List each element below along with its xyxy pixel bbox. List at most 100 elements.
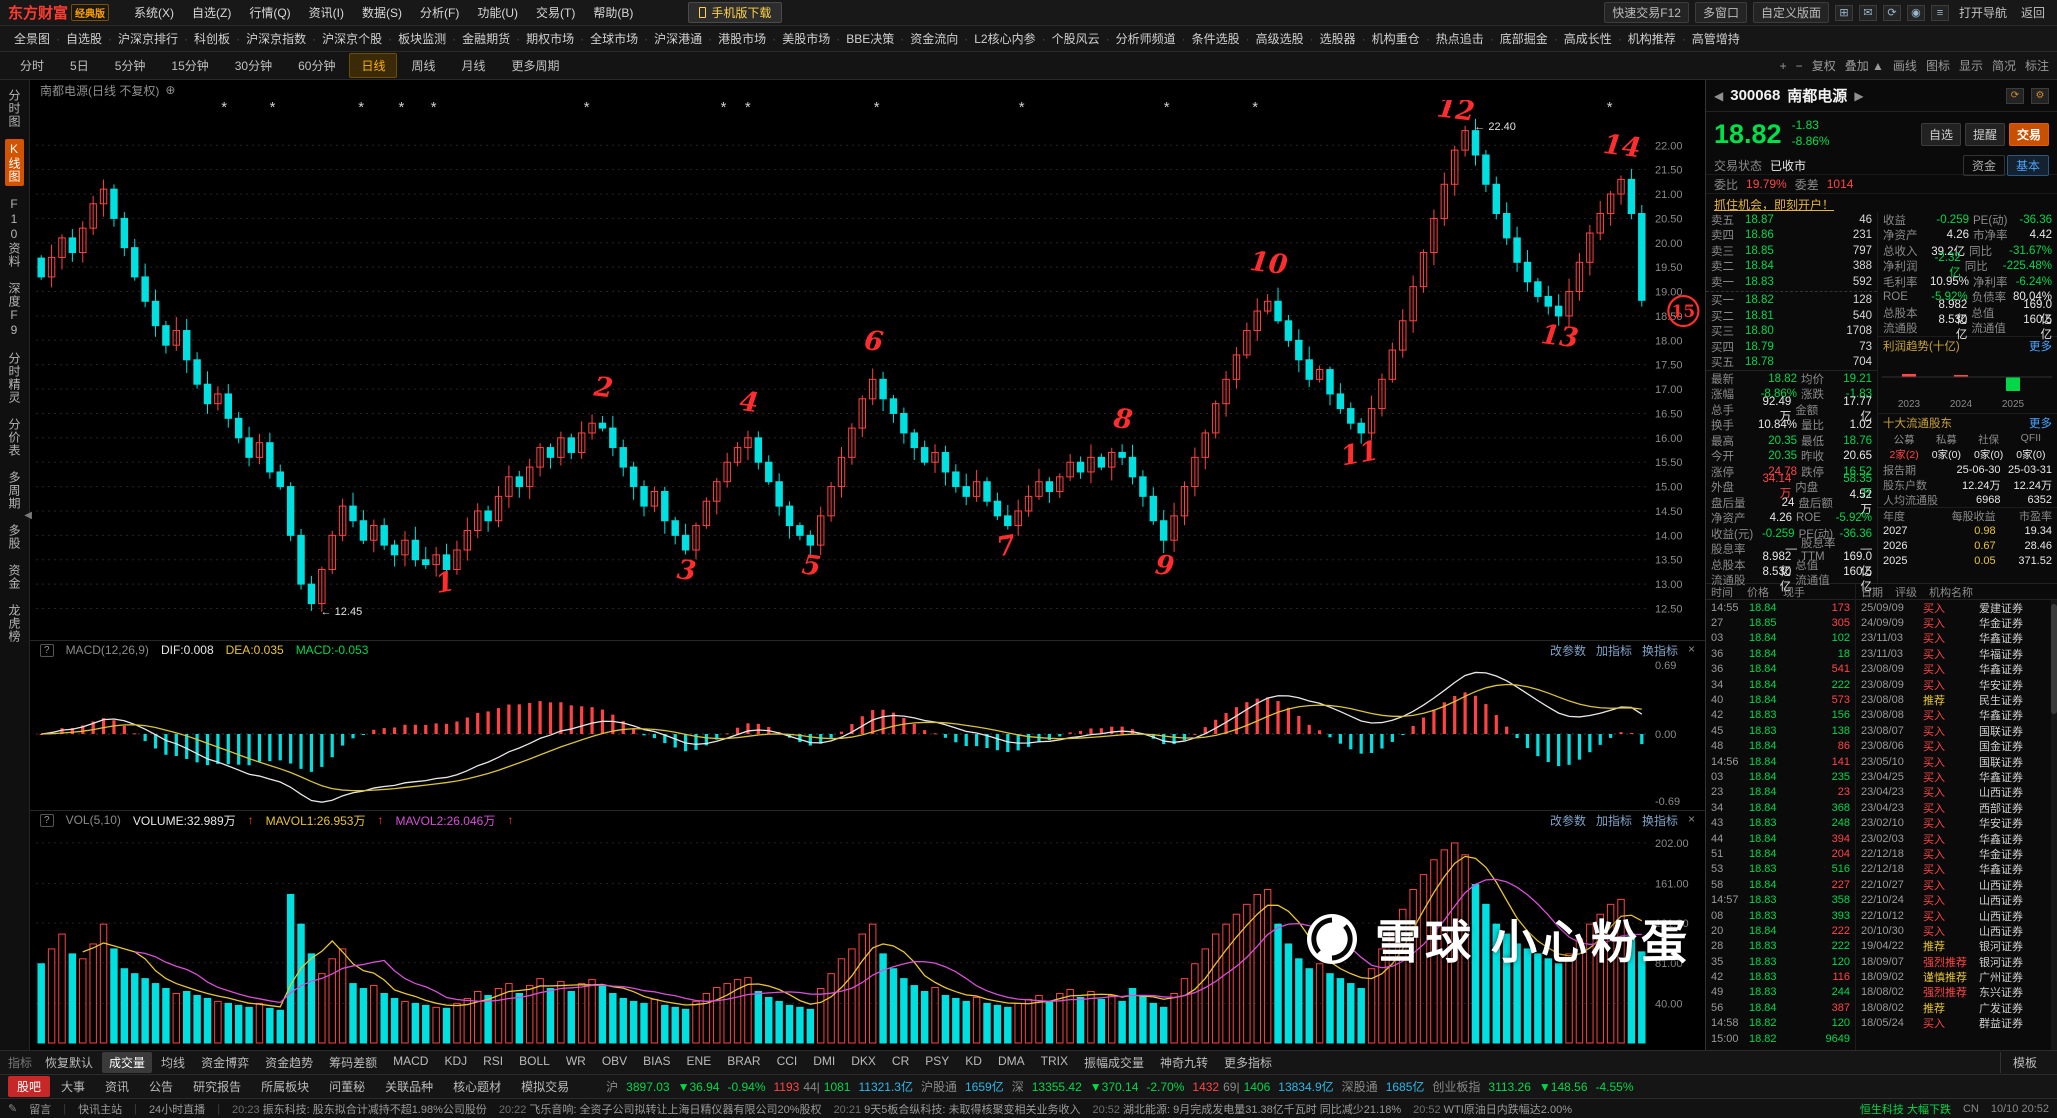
rating-row[interactable]: 22/12/18 买入 华金证券 bbox=[1856, 846, 2057, 861]
rating-row[interactable]: 24/09/09 买入 华金证券 bbox=[1856, 615, 2057, 630]
template-button[interactable]: 模板 bbox=[1999, 1052, 2049, 1073]
tick-row[interactable]: 45 18.83 138 bbox=[1706, 723, 1855, 738]
rating-row[interactable]: 23/11/03 买入 华福证券 bbox=[1856, 646, 2057, 661]
nav-个股风云[interactable]: 个股风云 bbox=[1051, 32, 1100, 46]
trade-button[interactable]: 交易 bbox=[2008, 122, 2049, 146]
chart-tool-−[interactable]: − bbox=[1795, 58, 1803, 73]
rating-row[interactable]: 23/04/23 买入 山西证券 bbox=[1856, 785, 2057, 800]
nav-港股市场[interactable]: 港股市场 bbox=[718, 32, 767, 46]
rating-row[interactable]: 19/04/22 推荐 银河证券 bbox=[1856, 939, 2057, 954]
rating-row[interactable]: 23/02/10 买入 华安证券 bbox=[1856, 815, 2057, 830]
indicator-tab-DKX[interactable]: DKX bbox=[851, 1054, 876, 1068]
nav-全景图[interactable]: 全景图 bbox=[14, 32, 51, 46]
info-tab-模拟交易[interactable]: 模拟交易 bbox=[521, 1080, 570, 1094]
info-tab-所属板块[interactable]: 所属板块 bbox=[261, 1080, 310, 1094]
info-tab-关联品种[interactable]: 关联品种 bbox=[385, 1080, 434, 1094]
rating-row[interactable]: 18/05/24 买入 群益证券 bbox=[1856, 1016, 2057, 1031]
indicator-tab-KDJ[interactable]: KDJ bbox=[444, 1054, 468, 1068]
nav-高成长性[interactable]: 高成长性 bbox=[1563, 32, 1612, 46]
tick-row[interactable]: 36 18.84 18 bbox=[1706, 646, 1855, 661]
nav-资金流向[interactable]: 资金流向 bbox=[910, 32, 959, 46]
timeframe-30分钟[interactable]: 30分钟 bbox=[234, 59, 273, 73]
mail-icon[interactable]: ✉ bbox=[1858, 4, 1877, 21]
nav-自选股[interactable]: 自选股 bbox=[66, 32, 103, 46]
indicator-tab-振幅成交量[interactable]: 振幅成交量 bbox=[1083, 1056, 1144, 1070]
panel-tool-改参数[interactable]: 改参数 bbox=[1549, 643, 1586, 658]
help-icon[interactable]: ? bbox=[40, 643, 54, 657]
panel-tool-改参数[interactable]: 改参数 bbox=[1549, 813, 1586, 828]
tick-row[interactable]: 36 18.84 541 bbox=[1706, 662, 1855, 677]
indicator-tab-DMI[interactable]: DMI bbox=[813, 1054, 836, 1068]
indicator-tab-PSY[interactable]: PSY bbox=[925, 1054, 950, 1068]
indicator-tab-BOLL[interactable]: BOLL bbox=[519, 1054, 550, 1068]
indicator-tab-ENE[interactable]: ENE bbox=[686, 1054, 712, 1068]
prev-stock-icon[interactable]: ◀ bbox=[1714, 88, 1724, 103]
info-tab-公告[interactable]: 公告 bbox=[149, 1080, 174, 1094]
tick-row[interactable]: 14:58 18.82 120 bbox=[1706, 1016, 1855, 1031]
rating-row[interactable]: 18/09/07 强烈推荐 银河证券 bbox=[1856, 954, 2057, 969]
tick-row[interactable]: 35 18.83 120 bbox=[1706, 954, 1855, 969]
sidebar-item-龙虎榜[interactable]: 龙虎榜 bbox=[7, 604, 21, 643]
tick-row[interactable]: 15:00 18.82 9649 bbox=[1706, 1031, 1855, 1046]
statusbar-widget-留言[interactable]: 留言 bbox=[29, 1103, 52, 1116]
tick-row[interactable]: 34 18.84 222 bbox=[1706, 677, 1855, 692]
tick-row[interactable]: 14:56 18.84 141 bbox=[1706, 754, 1855, 769]
rating-row[interactable]: 23/08/09 买入 华安证券 bbox=[1856, 677, 2057, 692]
nav-沪深京个股[interactable]: 沪深京个股 bbox=[322, 32, 383, 46]
nav-机构推荐[interactable]: 机构推荐 bbox=[1627, 32, 1676, 46]
rating-list[interactable]: 25/09/09 买入 爱建证券 24/09/09 买入 华金证券 23/11/03 买入 华鑫… bbox=[1856, 600, 2057, 1050]
volume-chart[interactable]: 202.00 161.00 121.00 81.00 40.00 bbox=[30, 811, 1705, 1051]
toolbar-button-快速交易F12[interactable]: 快速交易F12 bbox=[1604, 2, 1689, 23]
rating-row[interactable]: 22/10/24 买入 山西证券 bbox=[1856, 892, 2057, 907]
sidebar-item-分时图[interactable]: 分时图 bbox=[7, 89, 21, 128]
timeframe-更多周期[interactable]: 更多周期 bbox=[511, 59, 560, 73]
statusbar-widget-快讯主站[interactable]: 快讯主站 bbox=[78, 1103, 123, 1116]
menu-功能(U)[interactable]: 功能(U) bbox=[477, 6, 518, 20]
indicator-tab-BIAS[interactable]: BIAS bbox=[643, 1054, 671, 1068]
indicator-tab-成交量[interactable]: 成交量 bbox=[102, 1052, 153, 1073]
news-item[interactable]: 20:21 9天5板合纵科技: 未取得核聚变相关业务收入 bbox=[834, 1101, 1081, 1117]
menu-系统(X)[interactable]: 系统(X) bbox=[134, 6, 175, 20]
timeframe-日线[interactable]: 日线 bbox=[349, 53, 398, 78]
record-icon[interactable]: ◉ bbox=[1906, 4, 1925, 21]
tick-row[interactable]: 48 18.84 86 bbox=[1706, 739, 1855, 754]
nav-期权市场[interactable]: 期权市场 bbox=[526, 32, 575, 46]
rating-row[interactable]: 23/08/08 买入 华鑫证券 bbox=[1856, 708, 2057, 723]
rating-row[interactable]: 18/08/02 推荐 广发证券 bbox=[1856, 1000, 2057, 1015]
chart-tool-叠加 ▲[interactable]: 叠加 ▲ bbox=[1844, 59, 1884, 73]
tick-row[interactable]: 51 18.84 204 bbox=[1706, 846, 1855, 861]
refresh-icon[interactable]: ⟳ bbox=[1882, 4, 1901, 21]
refresh-icon[interactable]: ⟳ bbox=[2006, 87, 2024, 104]
indicator-tab-筹码差额[interactable]: 筹码差额 bbox=[329, 1056, 378, 1070]
chart-tool-+[interactable]: + bbox=[1779, 58, 1787, 73]
tick-row[interactable]: 56 18.84 387 bbox=[1706, 1000, 1855, 1015]
indicator-tab-更多指标[interactable]: 更多指标 bbox=[1224, 1056, 1273, 1070]
rating-row[interactable]: 23/08/06 买入 国金证券 bbox=[1856, 739, 2057, 754]
tick-row[interactable]: 14:57 18.83 358 bbox=[1706, 892, 1855, 907]
rating-row[interactable]: 25/09/09 买入 爱建证券 bbox=[1856, 600, 2057, 615]
nav-L2核心内参[interactable]: L2核心内参 bbox=[974, 32, 1036, 46]
tick-row[interactable]: 43 18.83 248 bbox=[1706, 815, 1855, 830]
sidebar-item-资金[interactable]: 资金 bbox=[7, 564, 21, 590]
menu-帮助(B)[interactable]: 帮助(B) bbox=[593, 6, 634, 20]
indicator-tab-DMA[interactable]: DMA bbox=[997, 1054, 1025, 1068]
nav-沪深京排行[interactable]: 沪深京排行 bbox=[118, 32, 179, 46]
settings-icon[interactable]: ⚙ bbox=[2031, 87, 2049, 104]
nav-底部掘金[interactable]: 底部掘金 bbox=[1499, 32, 1548, 46]
rating-row[interactable]: 23/08/09 买入 华鑫证券 bbox=[1856, 662, 2057, 677]
menu-分析(F)[interactable]: 分析(F) bbox=[420, 6, 460, 20]
timeframe-5分钟[interactable]: 5分钟 bbox=[114, 59, 146, 73]
chart-tool-图标[interactable]: 图标 bbox=[1925, 59, 1950, 73]
list-icon[interactable]: ≡ bbox=[1930, 4, 1949, 21]
info-tab-研究报告[interactable]: 研究报告 bbox=[193, 1080, 242, 1094]
help-icon[interactable]: ? bbox=[40, 813, 54, 827]
timeframe-15分钟[interactable]: 15分钟 bbox=[171, 59, 209, 73]
rating-row[interactable]: 23/02/03 买入 华鑫证券 bbox=[1856, 831, 2057, 846]
indicator-tab-资金博弈[interactable]: 资金博弈 bbox=[201, 1056, 250, 1070]
indicator-tab-WR[interactable]: WR bbox=[565, 1054, 586, 1068]
tick-list[interactable]: 14:55 18.84 173 27 18.85 305 03 18.84 102 36 18.84… bbox=[1706, 600, 1856, 1050]
indicator-tab-CCI[interactable]: CCI bbox=[776, 1054, 798, 1068]
menu-数据(S)[interactable]: 数据(S) bbox=[362, 6, 402, 20]
tick-row[interactable]: 34 18.84 368 bbox=[1706, 800, 1855, 815]
rating-row[interactable]: 20/10/30 买入 山西证券 bbox=[1856, 923, 2057, 938]
